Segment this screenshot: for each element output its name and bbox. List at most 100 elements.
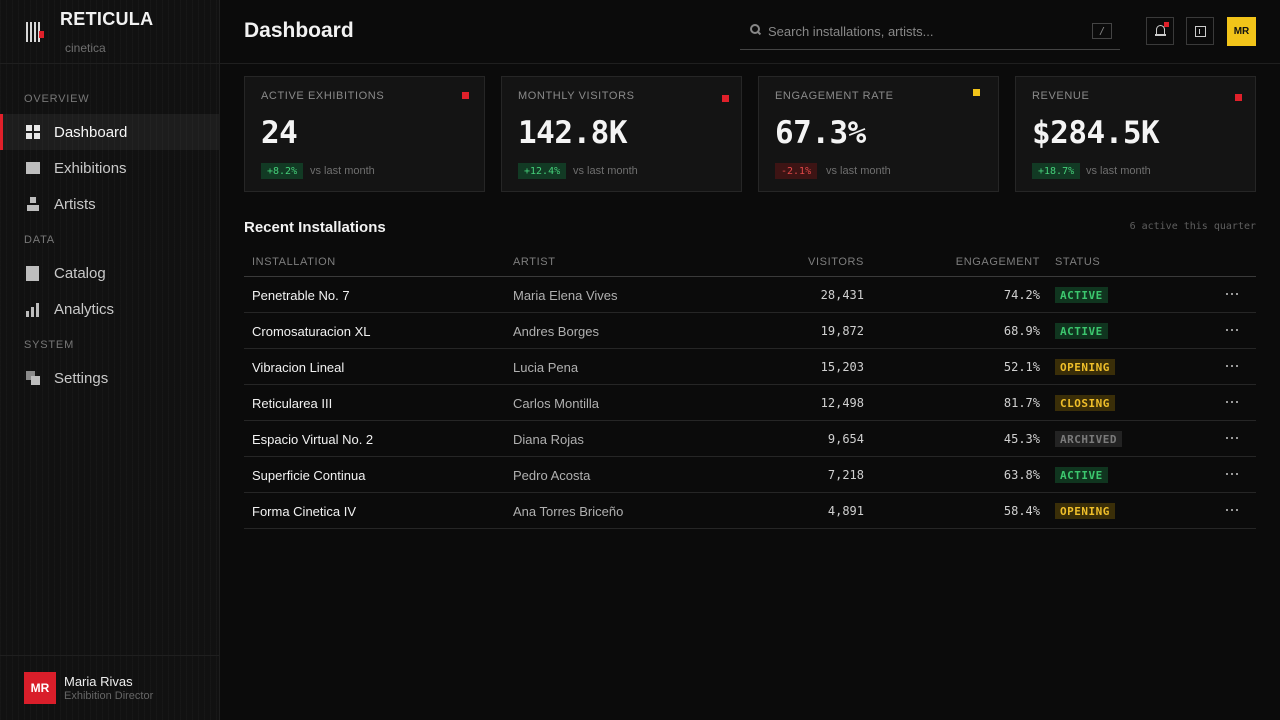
section-meta: 6 active this quarter: [1129, 221, 1256, 232]
sidebar-item-catalog[interactable]: Catalog: [0, 255, 219, 291]
visitors-count: 19,872: [820, 324, 864, 338]
stat-card-engagement-rate: ENGAGEMENT RATE 67.3% -2.1% vs last mont…: [758, 76, 999, 192]
more-options-icon[interactable]: [1225, 323, 1239, 337]
stat-label: REVENUE: [1032, 90, 1090, 102]
grid-icon: [26, 124, 41, 140]
column-header-artist[interactable]: ARTIST: [513, 256, 556, 268]
stat-delta: +8.2%: [261, 163, 304, 179]
stat-value: 67.3%: [775, 115, 866, 151]
installation-name[interactable]: Cromosaturacion XL: [252, 324, 371, 339]
notifications-button[interactable]: [1146, 17, 1174, 45]
sidebar-item-label: Analytics: [54, 300, 115, 318]
table-row[interactable]: Espacio Virtual No. 2 Diana Rojas 9,654 …: [244, 421, 1256, 457]
header-avatar[interactable]: MR: [1227, 17, 1256, 46]
status-badge: ARCHIVED: [1055, 431, 1122, 447]
column-header-visitors[interactable]: VISITORS: [808, 256, 864, 268]
stat-card-revenue: REVENUE $284.5K +18.7% vs last month: [1015, 76, 1256, 192]
stat-value: 142.8K: [518, 115, 627, 151]
reticula-logo-icon: [26, 22, 46, 42]
stat-delta: -2.1%: [775, 163, 818, 179]
installation-name[interactable]: Superficie Continua: [252, 468, 366, 483]
visitors-count: 28,431: [820, 288, 864, 302]
visitors-count: 12,498: [820, 396, 864, 410]
notification-dot: [1164, 22, 1169, 27]
stat-label: ENGAGEMENT RATE: [775, 90, 894, 102]
document-icon: [26, 265, 41, 281]
more-options-icon[interactable]: [1225, 395, 1239, 409]
sidebar-item-exhibitions[interactable]: Exhibitions: [0, 150, 219, 186]
user-profile[interactable]: MR Maria Rivas Exhibition Director: [0, 655, 219, 720]
stat-card-monthly-visitors: MONTHLY VISITORS 142.8K +12.4% vs last m…: [501, 76, 742, 192]
stat-label: ACTIVE EXHIBITIONS: [261, 90, 385, 102]
user-name: Maria Rivas: [64, 674, 133, 689]
visitors-count: 9,654: [827, 432, 864, 446]
status-badge: ACTIVE: [1055, 323, 1108, 339]
status-marker: [1235, 94, 1242, 101]
engagement-rate: 63.8%: [1003, 468, 1040, 482]
user-role: Exhibition Director: [64, 690, 154, 702]
more-options-icon[interactable]: [1225, 467, 1239, 481]
search-shortcut-key: /: [1092, 23, 1112, 39]
stat-note: vs last month: [573, 165, 638, 177]
visitors-count: 15,203: [820, 360, 864, 374]
stat-delta: +12.4%: [518, 163, 567, 179]
sidebar-item-artists[interactable]: Artists: [0, 186, 219, 222]
table-row[interactable]: Reticularea III Carlos Montilla 12,498 8…: [244, 385, 1256, 421]
sidebar-item-label: Settings: [54, 369, 109, 387]
settings-icon: [26, 370, 41, 386]
sidebar-item-settings[interactable]: Settings: [0, 360, 219, 396]
table-row[interactable]: Penetrable No. 7 Maria Elena Vives 28,43…: [244, 277, 1256, 313]
stat-value: 24: [261, 115, 298, 151]
column-header-engagement[interactable]: ENGAGEMENT: [955, 256, 1040, 268]
status-marker: [973, 89, 980, 96]
stat-note: vs last month: [826, 165, 891, 177]
engagement-rate: 58.4%: [1003, 504, 1040, 518]
nav-section-data: DATA: [24, 234, 55, 246]
column-header-status[interactable]: STATUS: [1055, 256, 1101, 268]
engagement-rate: 68.9%: [1003, 324, 1040, 338]
brand-subtitle: cinetica: [65, 41, 106, 55]
more-options-icon[interactable]: [1225, 503, 1239, 517]
sidebar-item-dashboard[interactable]: Dashboard: [0, 114, 219, 150]
sidebar-item-label: Dashboard: [54, 123, 128, 141]
more-options-icon[interactable]: [1225, 359, 1239, 373]
artist-name: Pedro Acosta: [513, 468, 591, 483]
search-bar[interactable]: /: [740, 12, 1120, 50]
artist-name: Lucia Pena: [513, 360, 579, 375]
nav-section-system: SYSTEM: [24, 339, 75, 351]
visitors-count: 7,218: [827, 468, 864, 482]
stat-label: MONTHLY VISITORS: [518, 90, 635, 102]
avatar: MR: [24, 672, 56, 704]
sidebar: RETICULA cinetica OVERVIEW Dashboard Exh…: [0, 0, 220, 720]
table-row[interactable]: Superficie Continua Pedro Acosta 7,218 6…: [244, 457, 1256, 493]
status-badge: ACTIVE: [1055, 287, 1108, 303]
more-options-icon[interactable]: [1225, 287, 1239, 301]
stat-delta: +18.7%: [1032, 163, 1081, 179]
top-header: Dashboard / MR: [220, 0, 1280, 64]
artist-name: Maria Elena Vives: [513, 288, 618, 303]
installation-name[interactable]: Forma Cinetica IV: [252, 504, 357, 519]
engagement-rate: 81.7%: [1003, 396, 1040, 410]
installations-table: INSTALLATION ARTIST VISITORS ENGAGEMENT …: [244, 250, 1256, 529]
more-options-icon[interactable]: [1225, 431, 1239, 445]
installation-name[interactable]: Penetrable No. 7: [252, 288, 350, 303]
table-header: INSTALLATION ARTIST VISITORS ENGAGEMENT …: [244, 250, 1256, 277]
sidebar-item-label: Artists: [54, 195, 96, 213]
installation-name[interactable]: Vibracion Lineal: [252, 360, 345, 375]
info-button[interactable]: [1186, 17, 1214, 45]
artist-name: Diana Rojas: [513, 432, 584, 447]
installation-name[interactable]: Espacio Virtual No. 2: [252, 432, 374, 447]
search-icon: [750, 24, 762, 36]
table-row[interactable]: Cromosaturacion XL Andres Borges 19,872 …: [244, 313, 1256, 349]
table-row[interactable]: Forma Cinetica IV Ana Torres Briceño 4,8…: [244, 493, 1256, 529]
artist-name: Ana Torres Briceño: [513, 504, 624, 519]
search-input[interactable]: [768, 20, 1068, 42]
sidebar-item-analytics[interactable]: Analytics: [0, 291, 219, 327]
nav-section-overview: OVERVIEW: [24, 93, 90, 105]
status-badge: ACTIVE: [1055, 467, 1108, 483]
table-row[interactable]: Vibracion Lineal Lucia Pena 15,203 52.1%…: [244, 349, 1256, 385]
engagement-rate: 74.2%: [1003, 288, 1040, 302]
installation-name[interactable]: Reticularea III: [252, 396, 333, 411]
column-header-installation[interactable]: INSTALLATION: [252, 256, 336, 268]
status-badge: CLOSING: [1055, 395, 1115, 411]
